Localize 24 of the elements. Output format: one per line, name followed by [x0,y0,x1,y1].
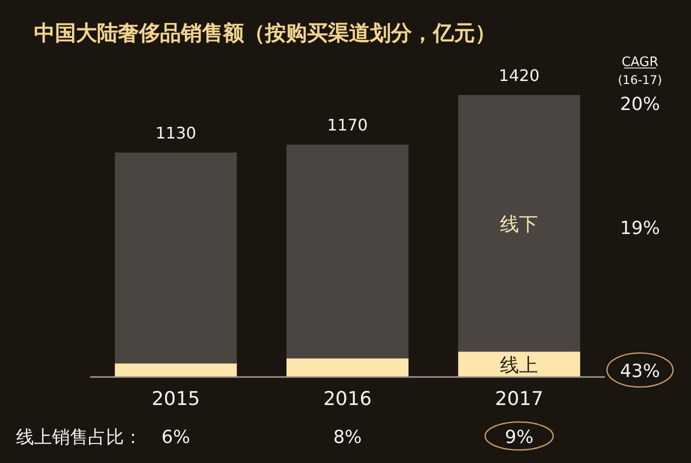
chart-title: 中国大陆奢侈品销售额（按购买渠道划分，亿元） [34,21,496,45]
text: 1420 [498,66,540,85]
text: (16-17) [618,73,662,87]
text: 43% [620,361,660,382]
annotation: 1170 [327,116,368,135]
text: CAGR [622,55,658,70]
text: 20% [620,94,660,115]
x-tick-label: 2017 [494,388,544,410]
text: 6% [162,427,190,448]
text: 19% [620,218,660,239]
bar [114,363,237,377]
x-tick-label: 2015 [152,388,200,410]
bar [458,352,580,377]
x-tick-label: 2016 [323,388,372,410]
bar [458,95,580,352]
series-label: 线上 [500,354,538,376]
series-label: 线下 [500,213,538,236]
annotation: 1130 [155,124,196,143]
text: 8% [333,427,362,448]
bar [286,358,408,377]
text: 9% [504,427,534,448]
text: 线上销售占比： [16,427,142,448]
bar [114,152,237,364]
bar [286,144,408,358]
